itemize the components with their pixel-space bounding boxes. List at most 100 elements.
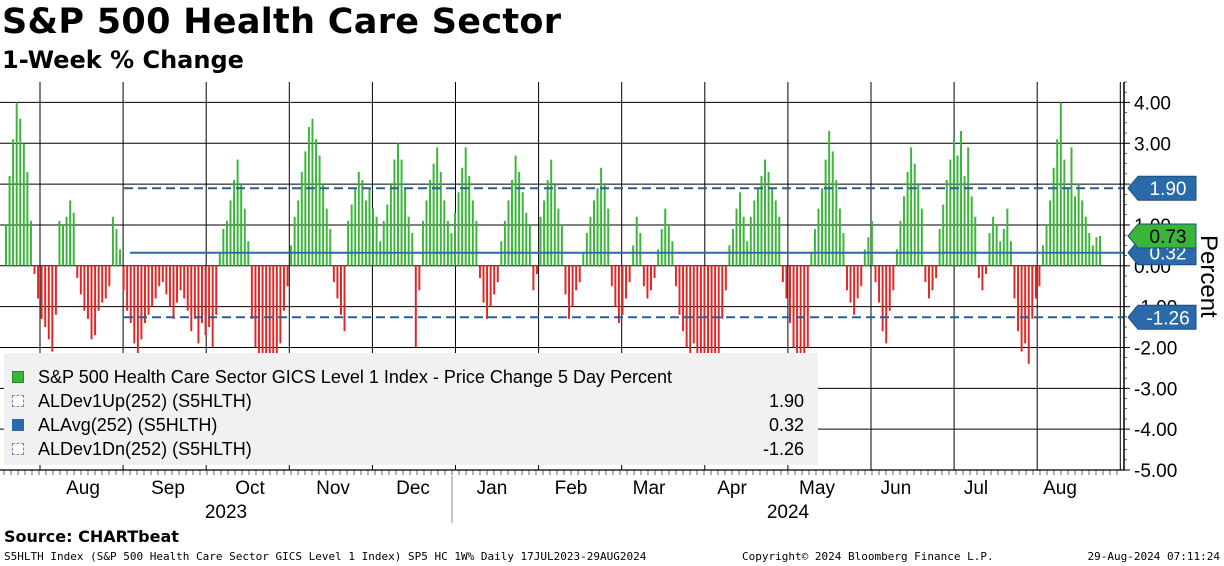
bar (739, 192, 742, 266)
bar (37, 265, 40, 299)
bar (44, 265, 47, 328)
bar (478, 265, 481, 279)
bar (660, 229, 663, 266)
bar (407, 216, 410, 266)
bar (892, 265, 895, 291)
bar (83, 265, 86, 311)
x-month-label: Apr (717, 478, 747, 499)
legend-item-dev-up[interactable]: ALDev1Up(252) (S5HLTH) 1.90 (12, 389, 812, 413)
bar (8, 175, 11, 266)
bar (208, 265, 211, 328)
bar (165, 265, 168, 295)
bar (94, 265, 97, 336)
bar (756, 188, 759, 266)
bar (589, 216, 592, 266)
dev-down-value-tag-shape (1127, 304, 1197, 330)
bar (254, 265, 257, 348)
bar (275, 265, 278, 372)
legend-value: 0.32 (768, 415, 804, 435)
bar (721, 265, 724, 319)
legend-item-price-change[interactable]: S&P 500 Health Care Sector GICS Level 1 … (12, 365, 812, 389)
bar (26, 171, 29, 266)
bar (368, 188, 371, 266)
bar (1020, 265, 1023, 352)
bar (22, 143, 25, 266)
bar (682, 265, 685, 332)
bar (553, 184, 556, 266)
bar (575, 265, 578, 291)
bar (364, 200, 367, 266)
bar (1002, 229, 1005, 266)
bar (1074, 196, 1077, 266)
bar (977, 265, 980, 279)
dev-up-value-tag: 1.90 (1127, 175, 1197, 201)
bar (853, 265, 856, 315)
bar (1095, 237, 1098, 266)
bar (297, 200, 300, 266)
x-month-label: Oct (235, 478, 265, 499)
bar (582, 253, 585, 266)
bar (699, 265, 702, 413)
bar (261, 265, 264, 397)
bar (461, 167, 464, 266)
last-value-tag-shape (1127, 223, 1197, 249)
bar (585, 233, 588, 266)
bar (703, 265, 706, 426)
x-month-label: Dec (396, 478, 430, 499)
bar (831, 151, 834, 266)
bar (471, 200, 474, 266)
bar (788, 265, 791, 323)
bar (717, 265, 720, 356)
bar (111, 216, 114, 266)
legend-label: ALDev1Up(252) (S5HLTH) (38, 391, 252, 411)
bar (279, 265, 282, 344)
legend-swatch-blue (12, 419, 24, 431)
bar (949, 159, 952, 266)
bar (33, 265, 36, 274)
x-month-label: Jul (964, 478, 988, 499)
bar (446, 220, 449, 266)
bar (168, 265, 171, 307)
bar (785, 265, 788, 299)
bar (981, 265, 984, 291)
avg-value-tag-text: 0.32 (1150, 244, 1187, 265)
bar (685, 265, 688, 348)
bar (179, 265, 182, 291)
reference-lines (124, 187, 1124, 319)
legend-item-dev-down[interactable]: ALDev1Dn(252) (S5HLTH) -1.26 (12, 437, 812, 461)
bar (493, 265, 496, 295)
bar (878, 265, 881, 303)
bar (1034, 265, 1037, 299)
bar (920, 208, 923, 266)
bar (322, 184, 325, 266)
bar (1049, 200, 1052, 266)
bar (197, 265, 200, 344)
bar (489, 265, 492, 307)
bar (984, 265, 987, 274)
bar (1066, 188, 1069, 266)
chart-subtitle: 1-Week % Change (2, 46, 244, 74)
bar (1056, 139, 1059, 266)
bar (258, 265, 260, 377)
dev-down-value-tag: -1.26 (1127, 304, 1197, 330)
bar (945, 180, 948, 266)
legend-swatch-dashed (12, 395, 24, 407)
legend-item-avg[interactable]: ALAvg(252) (S5HLTH) 0.32 (12, 413, 812, 437)
bar (528, 224, 531, 266)
bar (450, 233, 453, 266)
bar (600, 167, 603, 266)
bar (204, 265, 207, 336)
bar (664, 208, 667, 266)
bar (696, 265, 699, 381)
footer-timestamp: 29-Aug-2024 07:11:24 (1087, 550, 1220, 563)
bar (639, 233, 642, 266)
bar (903, 196, 905, 266)
bar (849, 265, 852, 303)
x-month-label: Sep (151, 478, 185, 499)
bar (667, 224, 670, 266)
bar (753, 200, 756, 266)
bar (710, 265, 713, 405)
bar (860, 265, 863, 287)
bar (913, 163, 916, 266)
legend-box: S&P 500 Health Care Sector GICS Level 1 … (4, 353, 818, 465)
